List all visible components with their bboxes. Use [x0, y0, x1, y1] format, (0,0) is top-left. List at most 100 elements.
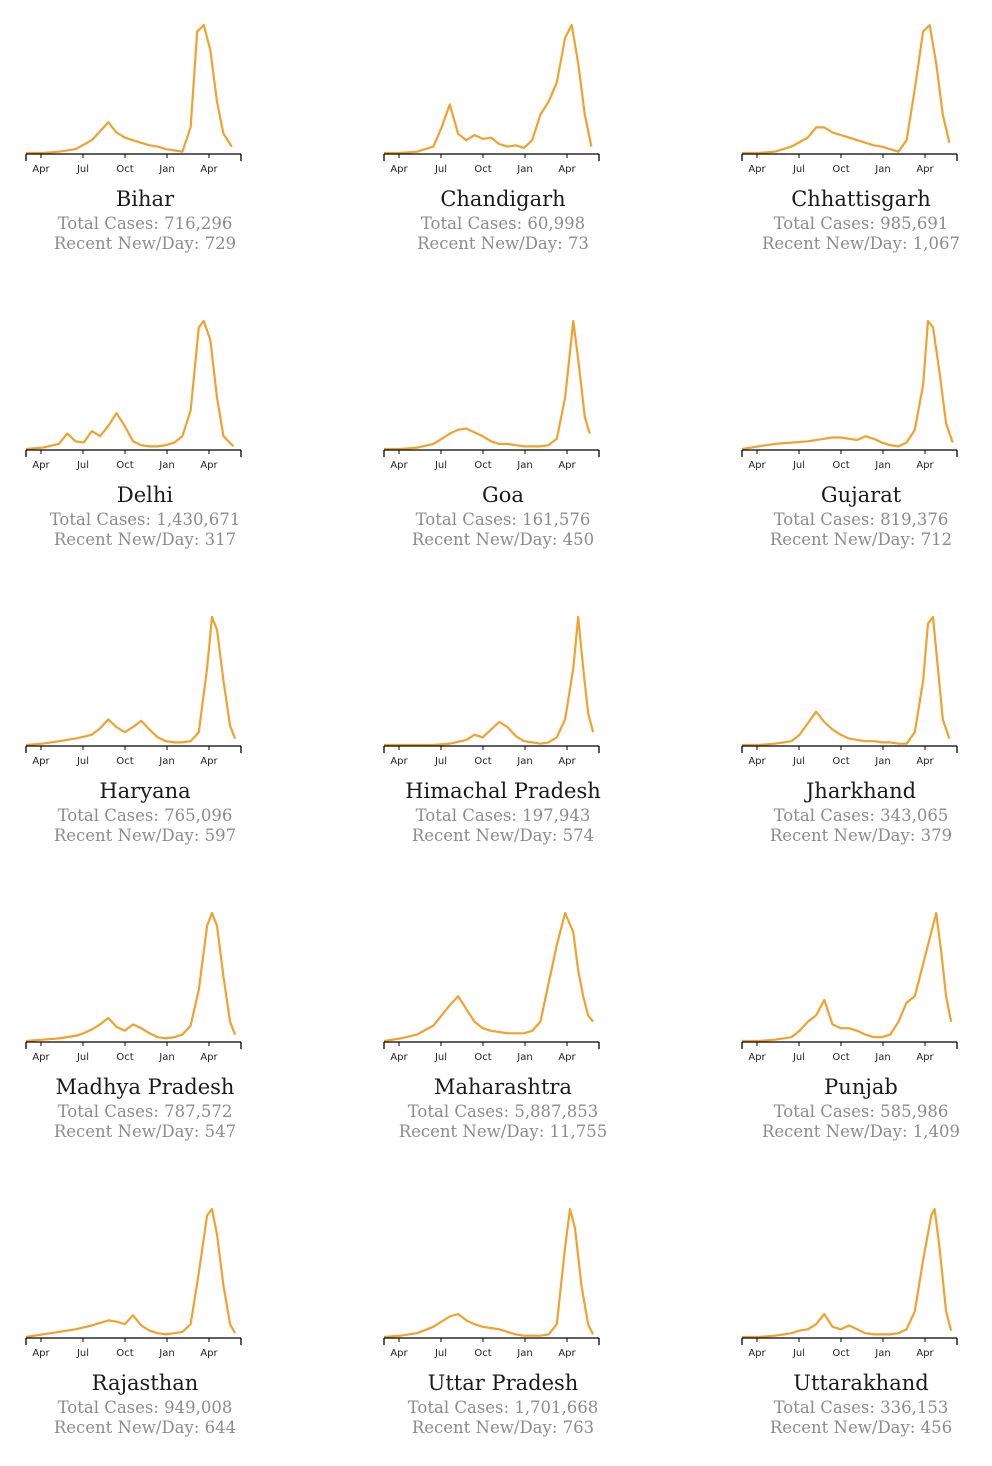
series-line	[384, 23, 593, 155]
x-tick-label: Apr	[748, 164, 766, 175]
total-cases-label: Total Cases: 1,701,668	[407, 1398, 599, 1417]
x-tick-label: Oct	[832, 1052, 849, 1063]
chart-title: Uttar Pradesh	[427, 1371, 579, 1395]
recent-per-day-label: Recent New/Day: 317	[53, 530, 237, 549]
x-tick-label: Apr	[916, 1348, 934, 1359]
x-tick-label: Jan	[516, 1348, 532, 1359]
x-tick-label: Jan	[158, 756, 174, 767]
x-tick-label: Jul	[434, 756, 447, 767]
x-tick-label: Apr	[200, 1348, 218, 1359]
series-line	[742, 23, 951, 155]
x-tick-label: Jul	[434, 460, 447, 471]
chart-svg: Apr Jul Oct Jan Apr	[25, 615, 242, 767]
recent-per-day-label: Recent New/Day: 450	[411, 530, 595, 549]
series-line	[384, 319, 591, 451]
x-tick-label: Apr	[200, 756, 218, 767]
recent-per-day-label: Recent New/Day: 574	[411, 826, 595, 845]
chart-panel: Apr Jul Oct Jan Apr Gujarat Total Cases: 819,3…	[741, 308, 981, 568]
chart-svg: Apr Jul Oct Jan Apr	[741, 319, 958, 471]
chart-title: Rajasthan	[91, 1371, 199, 1395]
total-cases-label: Total Cases: 585,986	[773, 1102, 949, 1121]
recent-per-day-label: Recent New/Day: 379	[769, 826, 953, 845]
total-cases-label: Total Cases: 60,998	[420, 214, 586, 233]
chart-title: Goa	[482, 483, 524, 507]
x-tick-label: Apr	[390, 1052, 408, 1063]
x-tick-label: Apr	[916, 164, 934, 175]
chart-panel: Apr Jul Oct Jan Apr Maharashtra Total Cases: 5…	[383, 900, 623, 1160]
series-line	[383, 1207, 595, 1339]
x-tick-label: Jan	[158, 164, 174, 175]
chart-svg: Apr Jul Oct Jan Apr	[383, 911, 600, 1063]
x-tick-label: Jan	[516, 460, 532, 471]
x-tick-label: Oct	[116, 1348, 133, 1359]
recent-per-day-label: Recent New/Day: 456	[769, 1418, 953, 1437]
x-tick-label: Apr	[558, 460, 576, 471]
x-tick-label: Apr	[916, 460, 934, 471]
x-tick-label: Apr	[200, 1052, 218, 1063]
x-tick-label: Jul	[792, 460, 805, 471]
x-tick-label: Jan	[158, 460, 174, 471]
series-line	[741, 319, 954, 451]
x-tick-label: Jan	[874, 1348, 890, 1359]
x-tick-label: Apr	[558, 164, 576, 175]
chart-panel: Apr Jul Oct Jan Apr Uttarakhand Total Cases: 3…	[741, 1196, 981, 1456]
x-tick-label: Jul	[792, 1052, 805, 1063]
x-tick-label: Apr	[748, 1348, 766, 1359]
x-tick-label: Oct	[474, 756, 491, 767]
total-cases-label: Total Cases: 336,153	[773, 1398, 949, 1417]
x-tick-label: Apr	[390, 460, 408, 471]
x-tick-label: Jan	[158, 1348, 174, 1359]
x-tick-label: Apr	[390, 164, 408, 175]
x-tick-label: Apr	[558, 1348, 576, 1359]
x-tick-label: Apr	[916, 756, 934, 767]
series-line	[26, 23, 233, 155]
total-cases-label: Total Cases: 716,296	[57, 214, 233, 233]
x-tick-label: Apr	[32, 460, 50, 471]
chart-panel: Apr Jul Oct Jan Apr Bihar Total Cases: 716,296…	[25, 12, 265, 272]
x-tick-label: Oct	[116, 756, 133, 767]
series-line	[25, 615, 237, 747]
chart-svg: Apr Jul Oct Jan Apr	[741, 23, 958, 175]
chart-panel: Apr Jul Oct Jan Apr Delhi Total Cases: 1,430,6…	[25, 308, 265, 568]
series-line	[383, 911, 594, 1043]
recent-per-day-label: Recent New/Day: 644	[53, 1418, 237, 1437]
chart-panel: Apr Jul Oct Jan Apr Madhya Pradesh Total Cases…	[25, 900, 265, 1160]
chart-panel: Apr Jul Oct Jan Apr Chandigarh Total Cases: 60…	[383, 12, 623, 272]
x-tick-label: Apr	[390, 1348, 408, 1359]
chart-title: Jharkhand	[805, 779, 917, 803]
chart-panel: Apr Jul Oct Jan Apr Goa Total Cases: 161,576 Re…	[383, 308, 623, 568]
x-tick-label: Apr	[748, 1052, 766, 1063]
recent-per-day-label: Recent New/Day: 547	[53, 1122, 237, 1141]
chart-panel: Apr Jul Oct Jan Apr Rajasthan Total Cases: 949…	[25, 1196, 265, 1456]
total-cases-label: Total Cases: 197,943	[415, 806, 591, 825]
chart-svg: Apr Jul Oct Jan Apr	[25, 23, 242, 175]
chart-title: Maharashtra	[434, 1075, 572, 1099]
x-tick-label: Oct	[474, 164, 491, 175]
x-tick-label: Oct	[832, 756, 849, 767]
chart-panel: Apr Jul Oct Jan Apr Himachal Pradesh Total Cas…	[383, 604, 623, 864]
chart-title: Gujarat	[820, 483, 902, 507]
x-tick-label: Apr	[558, 756, 576, 767]
chart-svg: Apr Jul Oct Jan Apr	[741, 911, 958, 1063]
chart-svg: Apr Jul Oct Jan Apr	[383, 319, 600, 471]
chart-svg: Apr Jul Oct Jan Apr	[383, 615, 600, 767]
series-line	[25, 1207, 237, 1339]
total-cases-label: Total Cases: 819,376	[773, 510, 949, 529]
recent-per-day-label: Recent New/Day: 1,067	[761, 234, 960, 253]
chart-svg: Apr Jul Oct Jan Apr	[741, 615, 958, 767]
series-line	[384, 615, 595, 747]
chart-svg: Apr Jul Oct Jan Apr	[383, 23, 600, 175]
chart-panel: Apr Jul Oct Jan Apr Jharkhand Total Cases: 343…	[741, 604, 981, 864]
chart-title: Himachal Pradesh	[405, 779, 601, 803]
chart-panel: Apr Jul Oct Jan Apr Chhattisgarh Total Cases: …	[741, 12, 981, 272]
x-tick-label: Oct	[832, 1348, 849, 1359]
x-tick-label: Jan	[874, 460, 890, 471]
series-line	[742, 615, 951, 747]
total-cases-label: Total Cases: 765,096	[57, 806, 233, 825]
x-tick-label: Jan	[158, 1052, 174, 1063]
chart-title: Chhattisgarh	[791, 187, 931, 211]
chart-svg: Apr Jul Oct Jan Apr	[383, 1207, 600, 1359]
series-line	[25, 319, 235, 451]
chart-title: Haryana	[99, 779, 191, 803]
